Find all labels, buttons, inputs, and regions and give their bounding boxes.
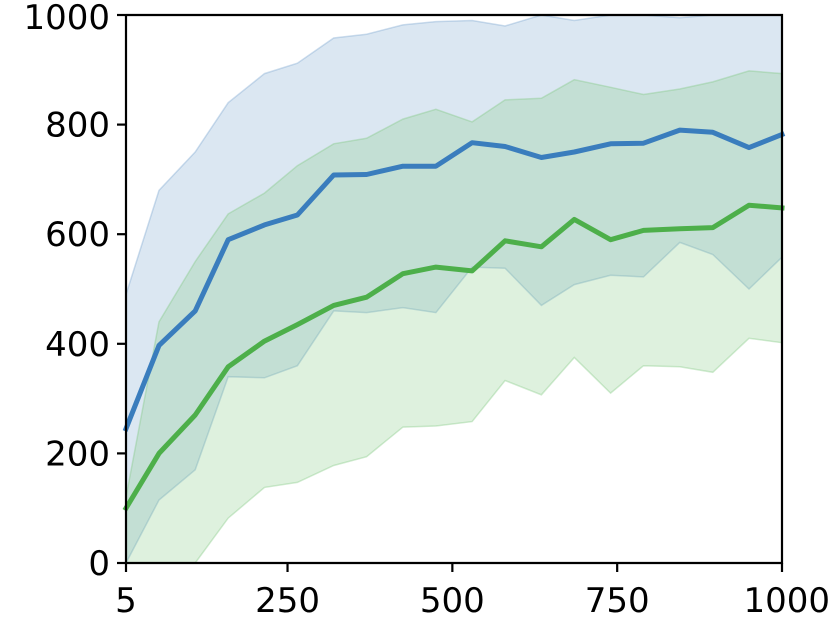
x-tick-label: 500	[420, 581, 485, 621]
x-tick-label: 1000	[743, 581, 830, 621]
y-tick-label: 600	[45, 215, 110, 255]
x-tick-label: 5	[115, 581, 137, 621]
x-tick-label: 250	[255, 581, 320, 621]
y-tick-label: 200	[45, 434, 110, 474]
y-tick-label: 1000	[23, 0, 110, 38]
x-tick-label: 750	[585, 581, 650, 621]
x-axis-ticks: 5 250 500 750 1000	[115, 563, 830, 621]
y-axis-ticks: 0 200 400 600 800 1000	[23, 0, 126, 584]
y-tick-label: 800	[45, 106, 110, 146]
series-1-line	[122, 127, 786, 432]
series-lines	[122, 127, 786, 512]
y-tick-label: 400	[45, 325, 110, 365]
series-2-line	[122, 202, 785, 512]
y-tick-label: 0	[88, 544, 110, 584]
confidence-bands	[125, 14, 783, 564]
